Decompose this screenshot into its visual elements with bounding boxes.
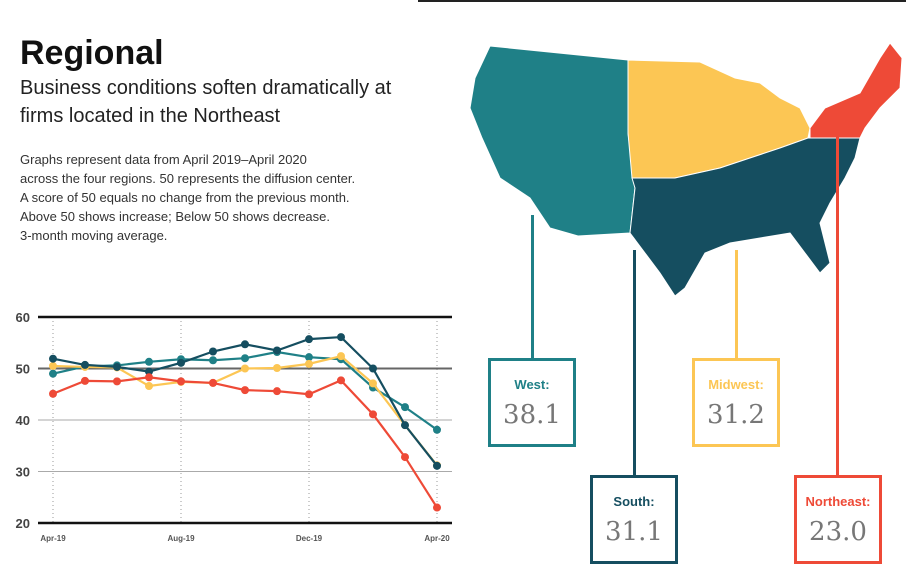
data-point-south — [81, 360, 89, 369]
south-callout: South: 31.1 — [590, 475, 678, 564]
data-point-northeast — [49, 389, 57, 398]
west-callout: West: 38.1 — [488, 358, 576, 447]
data-point-south — [273, 346, 281, 355]
map-region-south — [629, 137, 861, 297]
description-line: 3-month moving average. — [20, 228, 168, 243]
south-value: 31.1 — [605, 517, 663, 547]
series-line-midwest — [52, 354, 438, 467]
data-point-south — [177, 358, 185, 367]
data-point-northeast — [433, 503, 441, 512]
data-point-south — [305, 335, 313, 344]
northeast-leader-line — [836, 135, 839, 477]
data-point-south — [145, 367, 153, 376]
x-tick-label: Apr-20 — [424, 534, 450, 543]
map-region-northeast — [809, 42, 903, 139]
west-value: 38.1 — [503, 400, 561, 430]
us-region-map — [469, 42, 903, 297]
map-region-west — [469, 45, 636, 237]
data-point-northeast — [177, 377, 185, 386]
midwest-label: Midwest: — [708, 377, 764, 392]
data-point-south — [241, 340, 249, 349]
x-tick-label: Dec-19 — [296, 534, 323, 543]
page-title: Regional — [20, 34, 164, 72]
data-point-northeast — [209, 378, 217, 387]
data-point-west — [305, 353, 313, 362]
data-point-midwest — [369, 379, 377, 388]
y-tick-label: 40 — [16, 413, 30, 428]
data-point-west — [145, 357, 153, 366]
x-tick-label: Aug-19 — [167, 534, 195, 543]
data-point-midwest — [273, 363, 281, 372]
data-point-west — [241, 354, 249, 363]
data-point-northeast — [337, 376, 345, 385]
y-tick-label: 20 — [16, 516, 30, 531]
northeast-value: 23.0 — [809, 517, 867, 547]
data-point-northeast — [81, 376, 89, 385]
west-label: West: — [514, 377, 550, 392]
data-point-northeast — [113, 377, 121, 386]
data-point-midwest — [145, 382, 153, 391]
data-point-west — [433, 425, 441, 434]
data-point-midwest — [49, 361, 57, 370]
data-point-south — [49, 354, 57, 363]
south-leader-line — [633, 250, 636, 477]
south-label: South: — [613, 494, 655, 509]
west-leader-line — [531, 215, 534, 360]
data-point-northeast — [369, 410, 377, 419]
line-chart: Apr-19 Aug-19 Dec-19 Apr-20 20 30 40 50 60 — [16, 310, 452, 543]
subtitle: Business conditions soften dramatically … — [20, 77, 392, 127]
x-tick-label: Apr-19 — [40, 534, 66, 543]
data-point-south — [433, 461, 441, 470]
description: Graphs represent data from April 2019–Ap… — [20, 150, 420, 245]
data-point-west — [209, 356, 217, 365]
data-point-northeast — [401, 453, 409, 462]
description-line: across the four regions. 50 represents t… — [20, 171, 356, 186]
y-tick-label: 60 — [16, 310, 30, 325]
data-point-west — [49, 369, 57, 378]
data-point-northeast — [273, 387, 281, 396]
top-rule — [418, 0, 906, 2]
description-line: A score of 50 equals no change from the … — [20, 190, 350, 205]
northeast-callout: Northeast: 23.0 — [794, 475, 882, 564]
description-line: Graphs represent data from April 2019–Ap… — [20, 152, 307, 167]
data-point-midwest — [337, 352, 345, 361]
y-tick-label: 50 — [16, 362, 30, 377]
data-point-south — [337, 333, 345, 342]
series-line-northeast — [52, 376, 438, 509]
data-point-south — [401, 421, 409, 430]
y-tick-label: 30 — [16, 465, 30, 480]
data-point-northeast — [305, 390, 313, 399]
description-line: Above 50 shows increase; Below 50 shows … — [20, 209, 331, 224]
data-point-northeast — [241, 386, 249, 395]
northeast-label: Northeast: — [805, 494, 871, 509]
data-point-west — [401, 403, 409, 412]
data-point-midwest — [305, 359, 313, 368]
data-point-south — [369, 364, 377, 373]
midwest-callout: Midwest: 31.2 — [692, 358, 780, 447]
data-point-midwest — [241, 364, 249, 373]
data-point-south — [113, 362, 121, 371]
data-point-south — [209, 347, 217, 356]
midwest-leader-line — [735, 250, 738, 360]
midwest-value: 31.2 — [707, 400, 765, 430]
data-point-northeast — [145, 373, 153, 382]
